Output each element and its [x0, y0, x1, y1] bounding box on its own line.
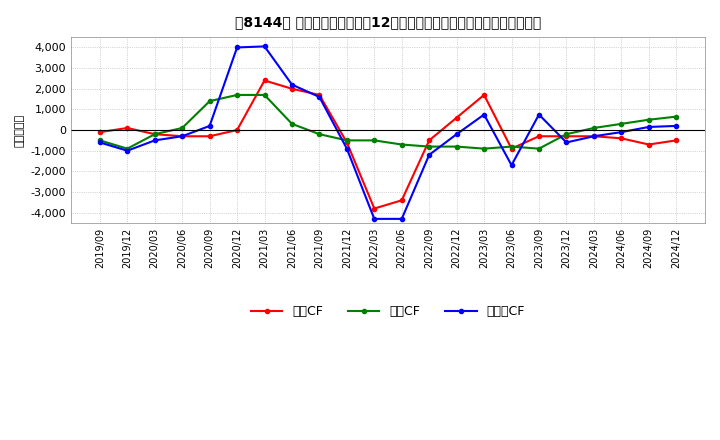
フリーCF [96, 140, 104, 145]
Line: フリーCF: フリーCF [98, 44, 678, 221]
投資CF [343, 138, 351, 143]
フリーCF [562, 140, 571, 145]
投資CF [150, 132, 159, 137]
営業CF [315, 92, 324, 98]
投資CF [617, 121, 626, 127]
営業CF [452, 115, 461, 120]
フリーCF [397, 216, 406, 221]
投資CF [315, 132, 324, 137]
投資CF [590, 125, 598, 131]
投資CF [452, 144, 461, 149]
フリーCF [260, 44, 269, 49]
フリーCF [672, 123, 680, 128]
投資CF [178, 125, 186, 131]
営業CF [672, 138, 680, 143]
投資CF [535, 146, 544, 151]
Title: 【8144】 キャッシュフローの12か月移動合計の対前年同期増減額の推移: 【8144】 キャッシュフローの12か月移動合計の対前年同期増減額の推移 [235, 15, 541, 29]
営業CF [644, 142, 653, 147]
営業CF [590, 134, 598, 139]
営業CF [562, 134, 571, 139]
Line: 投資CF: 投資CF [98, 93, 678, 151]
フリーCF [425, 152, 433, 158]
フリーCF [315, 94, 324, 99]
フリーCF [590, 134, 598, 139]
フリーCF [205, 123, 214, 128]
投資CF [205, 99, 214, 104]
投資CF [96, 138, 104, 143]
投資CF [233, 92, 241, 98]
フリーCF [617, 129, 626, 135]
投資CF [480, 146, 488, 151]
投資CF [425, 144, 433, 149]
営業CF [617, 136, 626, 141]
フリーCF [288, 82, 297, 87]
投資CF [644, 117, 653, 122]
営業CF [370, 206, 379, 211]
フリーCF [535, 112, 544, 117]
Line: 営業CF: 営業CF [98, 78, 678, 211]
営業CF [123, 125, 132, 131]
投資CF [370, 138, 379, 143]
投資CF [260, 92, 269, 98]
営業CF [205, 134, 214, 139]
営業CF [150, 132, 159, 137]
営業CF [233, 128, 241, 133]
フリーCF [150, 138, 159, 143]
営業CF [96, 129, 104, 135]
フリーCF [480, 112, 488, 117]
フリーCF [233, 45, 241, 50]
営業CF [425, 138, 433, 143]
投資CF [397, 142, 406, 147]
フリーCF [452, 132, 461, 137]
営業CF [507, 146, 516, 151]
フリーCF [123, 148, 132, 154]
Y-axis label: （百万円）: （百万円） [15, 114, 25, 147]
フリーCF [343, 146, 351, 151]
営業CF [480, 92, 488, 98]
営業CF [260, 78, 269, 83]
営業CF [343, 140, 351, 145]
フリーCF [370, 216, 379, 221]
フリーCF [644, 125, 653, 130]
フリーCF [178, 134, 186, 139]
営業CF [535, 134, 544, 139]
投資CF [288, 121, 297, 127]
投資CF [672, 114, 680, 119]
投資CF [507, 144, 516, 149]
営業CF [178, 134, 186, 139]
営業CF [288, 86, 297, 92]
Legend: 営業CF, 投資CF, フリーCF: 営業CF, 投資CF, フリーCF [246, 300, 530, 323]
投資CF [123, 146, 132, 151]
営業CF [397, 198, 406, 203]
フリーCF [507, 162, 516, 168]
投資CF [562, 132, 571, 137]
